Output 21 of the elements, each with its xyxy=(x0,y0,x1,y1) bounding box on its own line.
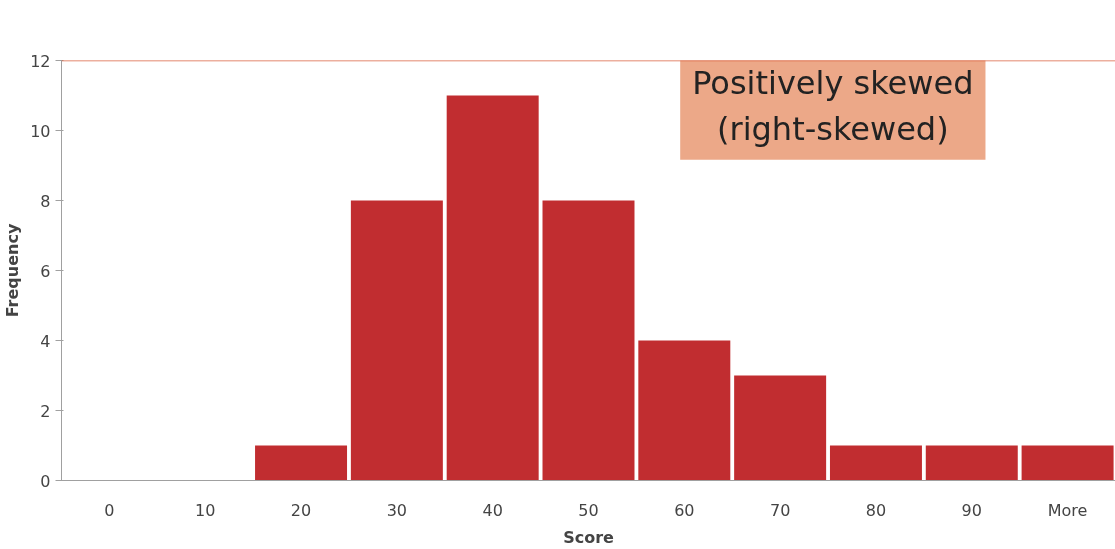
y-tick-label: 2 xyxy=(40,401,51,421)
x-tick-label: 90 xyxy=(961,500,982,520)
annotation: Positively skewed (right-skewed) xyxy=(692,64,974,148)
x-tick-label: 0 xyxy=(104,500,115,520)
x-axis-title: Score xyxy=(563,527,615,547)
y-axis-title: Frequency xyxy=(3,223,23,318)
y-tick-label: 8 xyxy=(40,191,51,211)
y-tick-label: 12 xyxy=(30,51,51,71)
y-tick-label: 0 xyxy=(40,471,51,491)
x-tick-label: 50 xyxy=(578,500,599,520)
y-tick-label: 4 xyxy=(40,331,51,351)
x-tick-label: 30 xyxy=(386,500,408,520)
y-tick-label: 6 xyxy=(40,261,51,281)
x-tick-label: 70 xyxy=(769,500,791,520)
x-tick-label: 10 xyxy=(195,500,216,520)
y-tick-label: 10 xyxy=(30,121,51,141)
x-tick-label: 80 xyxy=(865,500,887,520)
x-tick-label: 40 xyxy=(482,500,503,520)
x-tick-label: 20 xyxy=(290,500,312,520)
x-tick-label: 60 xyxy=(674,500,695,520)
x-tick-label: More xyxy=(1047,500,1088,520)
